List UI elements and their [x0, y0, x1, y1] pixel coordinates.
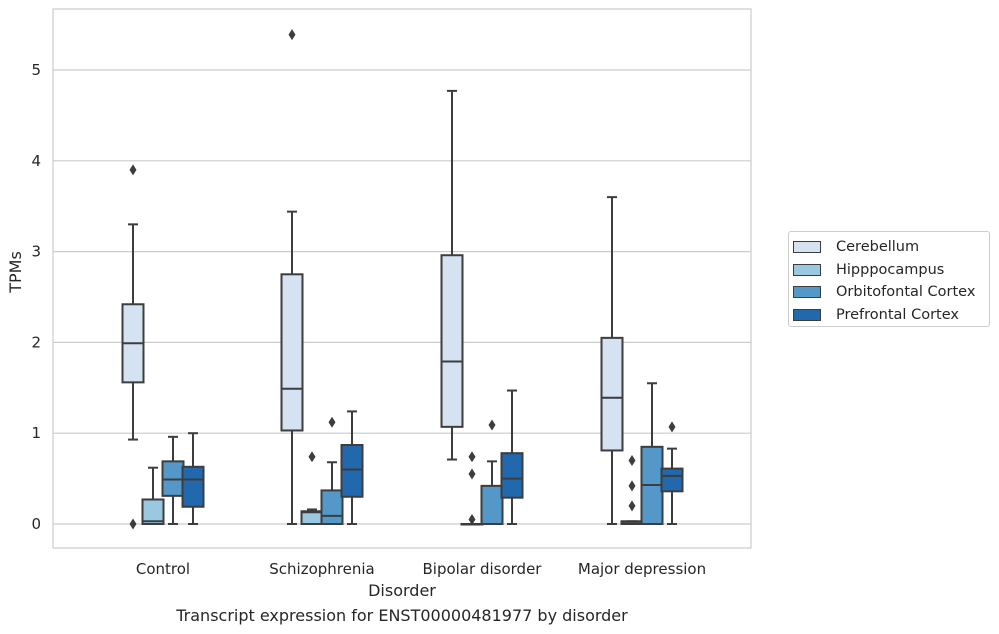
outlier-marker [129, 164, 137, 176]
box-body [660, 467, 684, 493]
legend-swatch [793, 308, 821, 321]
box-hipppocampus [141, 466, 165, 526]
box-body [340, 444, 364, 498]
outlier-marker [288, 29, 296, 41]
box-orbitofontal-cortex [161, 435, 185, 525]
x-tick-label: Major depression [578, 560, 706, 578]
box-body [141, 498, 165, 526]
box-cerebellum [440, 89, 464, 461]
legend: Cerebellum Hipppocampus Orbitofontal Corte… [788, 231, 990, 327]
outlier-marker [129, 518, 137, 530]
box-body [500, 452, 524, 499]
boxes [121, 29, 684, 530]
y-tick-label: 3 [31, 243, 41, 261]
x-tick-labels: Control Schizophrenia Bipolar disorder Majo… [136, 560, 706, 578]
box-prefrontal-cortex [181, 432, 205, 525]
y-tick-labels: 0 1 2 3 4 5 [31, 61, 41, 533]
outlier-marker [468, 513, 476, 525]
box-prefrontal-cortex [660, 421, 684, 525]
outlier-marker [468, 468, 476, 480]
outlier-marker [328, 416, 336, 428]
x-axis-label: Disorder [368, 581, 436, 600]
y-tick-label: 5 [31, 61, 41, 79]
outlier-marker [628, 500, 636, 512]
plot-frame [52, 8, 752, 549]
legend-label: Orbitofontal Cortex [836, 284, 976, 301]
legend-swatch [793, 241, 821, 254]
legend-swatch [793, 263, 821, 276]
box-body [320, 489, 344, 525]
legend-label: Prefrontal Cortex [836, 306, 959, 323]
legend-swatch [793, 286, 821, 299]
box-cerebellum [280, 29, 304, 525]
legend-item: Cerebellum [793, 236, 989, 259]
x-tick-label: Control [136, 560, 190, 578]
outlier-marker [488, 419, 496, 431]
box-orbitofontal-cortex [480, 419, 504, 526]
box-hipppocampus [620, 454, 644, 526]
box-orbitofontal-cortex [320, 416, 344, 525]
outlier-marker [668, 421, 676, 433]
outlier-marker [308, 451, 316, 463]
box-prefrontal-cortex [340, 410, 364, 525]
outlier-marker [628, 454, 636, 466]
outlier-marker [628, 480, 636, 492]
legend-item: Hipppocampus [793, 259, 989, 282]
y-tick-label: 1 [31, 424, 41, 442]
box-body [440, 254, 464, 428]
x-tick-label: Bipolar disorder [423, 560, 543, 578]
box-cerebellum [600, 196, 624, 525]
box-prefrontal-cortex [500, 389, 524, 525]
outlier-marker [468, 451, 476, 463]
y-tick-label: 4 [31, 152, 41, 170]
legend-label: Cerebellum [836, 239, 920, 256]
chart-caption: Transcript expression for ENST0000048197… [176, 606, 628, 625]
box-body [181, 465, 205, 508]
box-cerebellum [121, 164, 145, 530]
y-axis-label: TPMs [6, 251, 25, 294]
legend-item: Prefrontal Cortex [793, 304, 989, 327]
x-tick-label: Schizophrenia [269, 560, 374, 578]
legend-label: Hipppocampus [836, 261, 945, 278]
y-tick-label: 2 [31, 333, 41, 351]
y-tick-label: 0 [31, 515, 41, 533]
box-body [600, 336, 624, 452]
box-body [280, 273, 304, 432]
legend-item: Orbitofontal Cortex [793, 281, 989, 304]
box-body [480, 484, 504, 526]
plot-background [53, 9, 751, 548]
